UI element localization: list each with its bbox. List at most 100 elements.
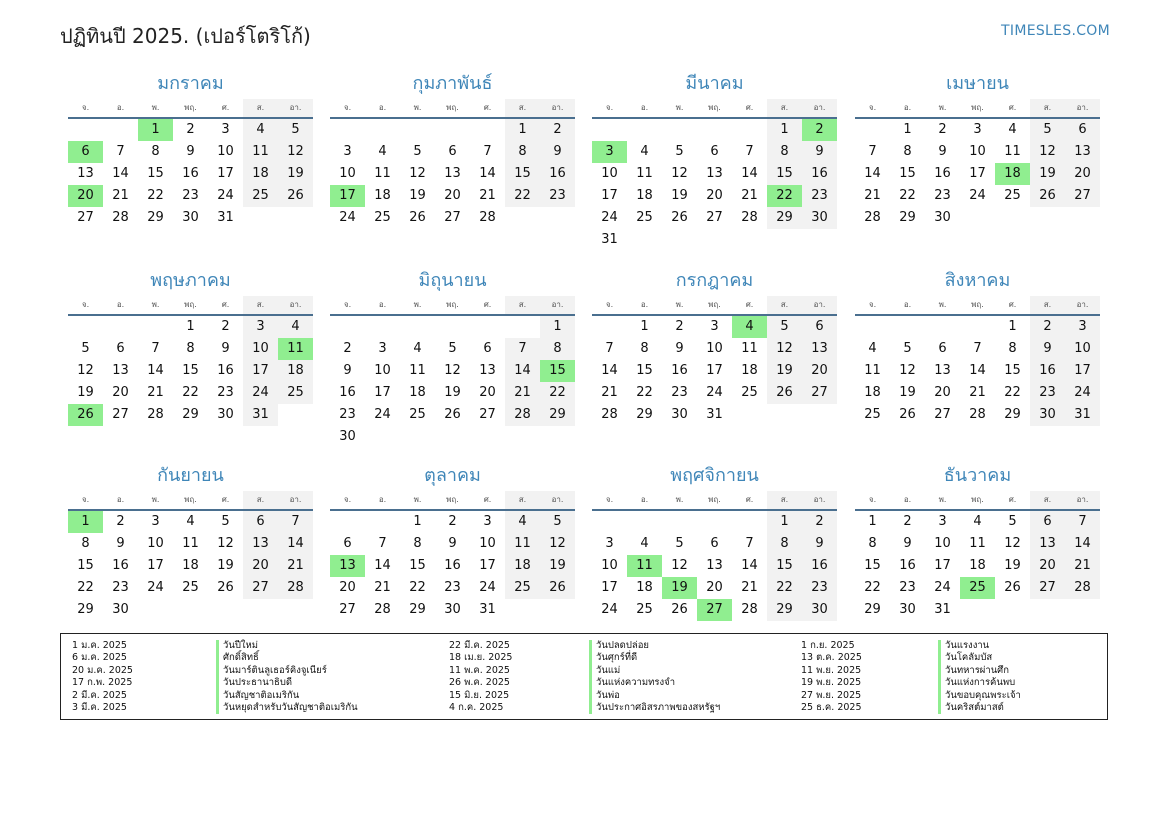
day-cell-empty	[802, 404, 837, 426]
day-cell: 6	[710, 144, 719, 159]
holiday-date: 4 ก.ค. 2025	[449, 702, 504, 714]
weekday-label: ศ.	[745, 300, 754, 309]
day-cell: 29	[864, 602, 881, 617]
day-cell-empty	[732, 404, 767, 426]
weekday-label: ส.	[505, 491, 540, 509]
day-cell-holiday: 19	[662, 577, 697, 599]
holiday-date: 15 มิ.ย. 2025	[449, 689, 510, 701]
day-cell: 29	[899, 210, 916, 225]
day-cell-weekend: 19	[1030, 163, 1065, 185]
day-cell: 18	[741, 363, 758, 378]
day-cell: 7	[745, 144, 754, 159]
day-cell: 6	[448, 144, 457, 159]
brand-link[interactable]: TIMESLES.COM	[1001, 23, 1110, 39]
day-cell: 28	[601, 407, 618, 422]
day-cell: 22	[636, 385, 653, 400]
day-cell: 10	[706, 341, 723, 356]
holiday-name: วันประกาศอิสรภาพของสหรัฐฯ	[589, 702, 720, 715]
day-cell-weekend: 18	[278, 360, 313, 382]
day-cell: 24	[147, 580, 164, 595]
day-cell: 23	[339, 407, 356, 422]
holiday-date: 18 เม.ย. 2025	[449, 652, 513, 664]
day-cell-empty	[1030, 599, 1065, 621]
day-cell-weekend: 27	[1030, 577, 1065, 599]
day-cell-weekend: 31	[1065, 404, 1100, 426]
month-title: พฤษภาคม	[150, 270, 231, 291]
day-cell-weekend: 21	[505, 382, 540, 404]
day-cell: 29	[409, 602, 426, 617]
holiday-names-col-2: วันปลดปล่อย วันศุกร์ที่ดี วันแม่ วันแห่ง…	[589, 640, 720, 715]
day-cell: 4	[868, 341, 877, 356]
day-cell-weekend: 22	[767, 577, 802, 599]
day-cell: 2	[116, 514, 125, 529]
day-cell-weekend: 13	[1030, 533, 1065, 555]
day-cell: 29	[1004, 407, 1021, 422]
day-cell-holiday: 15	[540, 360, 575, 382]
weekday-label: พฤ.	[708, 495, 721, 504]
day-cell: 2	[221, 319, 230, 334]
day-cell: 28	[741, 210, 758, 225]
day-cell: 7	[973, 341, 982, 356]
day-cell: 13	[479, 363, 496, 378]
day-cell: 2	[448, 514, 457, 529]
day-cell: 30	[899, 602, 916, 617]
day-cell: 16	[112, 558, 129, 573]
day-cell-empty	[662, 119, 697, 141]
day-cell: 12	[409, 166, 426, 181]
holiday-date: 13 ต.ค. 2025	[801, 652, 862, 664]
day-cell-weekend: 26	[278, 185, 313, 207]
day-cell-weekend: 20	[1030, 555, 1065, 577]
day-cell-empty	[505, 426, 540, 448]
weekday-label: ศ.	[483, 495, 492, 504]
day-cell: 12	[671, 558, 688, 573]
day-cell-empty	[365, 119, 400, 141]
holiday-name: วันปลดปล่อย	[589, 640, 720, 653]
holiday-name: วันแม่	[589, 664, 720, 678]
day-cell: 17	[969, 166, 986, 181]
day-cell-weekend: 16	[1030, 360, 1065, 382]
weekday-label: อ.	[378, 495, 387, 504]
day-cell: 7	[116, 144, 125, 159]
day-cell: 10	[969, 144, 986, 159]
day-cell: 22	[182, 385, 199, 400]
day-cell-weekend: 15	[767, 163, 802, 185]
day-cell: 17	[479, 558, 496, 573]
day-cell: 18	[969, 558, 986, 573]
day-cell: 16	[444, 558, 461, 573]
day-cell: 11	[1004, 144, 1021, 159]
day-cell: 30	[182, 210, 199, 225]
day-cell-empty	[767, 404, 802, 426]
day-cell-weekend: 10	[1065, 338, 1100, 360]
day-cell: 25	[409, 407, 426, 422]
weekday-label: อ.	[903, 300, 912, 309]
holiday-name: วันแห่งความทรงจำ	[589, 677, 720, 690]
weekday-label: อ.	[116, 495, 125, 504]
weekday-header: จ. อ. พ. พฤ. ศ. ส. อา.	[330, 296, 575, 316]
day-cell-weekend: 23	[540, 185, 575, 207]
holiday-name: วันมาร์ตินลูเธอร์คิงจูเนียร์	[216, 664, 358, 678]
day-cell: 30	[671, 407, 688, 422]
weekday-label: อ.	[903, 103, 912, 112]
day-cell: 5	[221, 514, 230, 529]
day-cell: 10	[479, 536, 496, 551]
day-cell-holiday: 27	[697, 599, 732, 621]
day-cell-empty	[103, 119, 138, 141]
day-cell-weekend: 26	[767, 382, 802, 404]
day-grid: 1 2 3 4 5 6 7 8 9 10 11 12 13 14 15 16 17 18 19 20 21 22 23 24 2…	[855, 119, 1100, 229]
day-cell: 22	[77, 580, 94, 595]
day-cell: 10	[217, 144, 234, 159]
day-cell: 24	[374, 407, 391, 422]
day-cell: 20	[444, 188, 461, 203]
day-grid: 1 2 3 4 5 6 7 8 9 10 11 12 13 14 15 16 17 18 19 20 21 22 23 24 2…	[855, 511, 1100, 621]
weekday-label: ศ.	[1008, 300, 1017, 309]
weekday-label: พฤ.	[184, 103, 197, 112]
month-title: มกราคม	[157, 73, 224, 94]
day-cell: 27	[444, 210, 461, 225]
day-cell-weekend: 14	[278, 533, 313, 555]
day-cell: 9	[903, 536, 912, 551]
day-cell-weekend: 22	[540, 382, 575, 404]
day-cell: 1	[1008, 319, 1017, 334]
weekday-label: พฤ.	[971, 495, 984, 504]
day-cell: 18	[182, 558, 199, 573]
day-cell: 2	[343, 341, 352, 356]
